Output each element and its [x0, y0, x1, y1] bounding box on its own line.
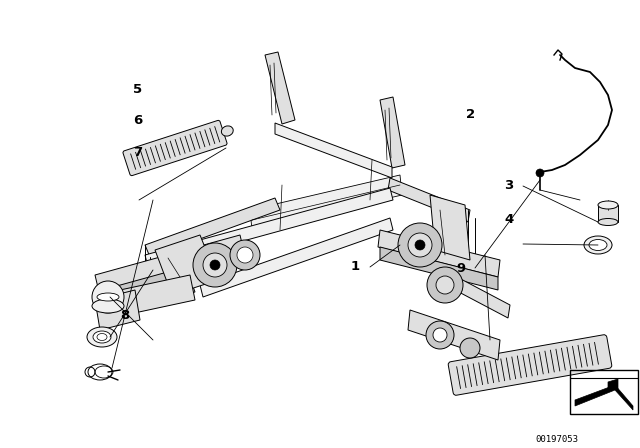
- Polygon shape: [598, 205, 618, 222]
- Ellipse shape: [97, 333, 107, 340]
- Ellipse shape: [92, 299, 124, 313]
- FancyBboxPatch shape: [448, 335, 612, 395]
- Circle shape: [193, 243, 237, 287]
- Circle shape: [415, 240, 425, 250]
- Polygon shape: [380, 247, 498, 290]
- Ellipse shape: [221, 126, 233, 136]
- Polygon shape: [95, 235, 244, 292]
- Circle shape: [203, 253, 227, 277]
- Polygon shape: [95, 278, 195, 316]
- Text: 6: 6: [133, 114, 142, 128]
- Polygon shape: [380, 97, 405, 168]
- Circle shape: [408, 233, 432, 257]
- Circle shape: [210, 260, 220, 270]
- Circle shape: [436, 276, 454, 294]
- Circle shape: [460, 338, 480, 358]
- Circle shape: [427, 267, 463, 303]
- Polygon shape: [608, 379, 618, 390]
- Ellipse shape: [589, 240, 607, 250]
- Text: 3: 3: [504, 179, 513, 193]
- Text: 5: 5: [133, 83, 142, 96]
- Polygon shape: [145, 198, 280, 257]
- FancyBboxPatch shape: [123, 121, 227, 176]
- Polygon shape: [275, 123, 392, 178]
- Polygon shape: [430, 195, 470, 260]
- Polygon shape: [575, 385, 633, 410]
- Circle shape: [536, 169, 544, 177]
- Polygon shape: [378, 230, 500, 277]
- Text: 1: 1: [351, 260, 360, 273]
- Polygon shape: [408, 310, 500, 360]
- Circle shape: [398, 223, 442, 267]
- Ellipse shape: [598, 201, 618, 209]
- Polygon shape: [95, 290, 140, 330]
- Text: 4: 4: [504, 213, 513, 226]
- Bar: [570, 370, 638, 414]
- Polygon shape: [250, 175, 402, 230]
- Polygon shape: [155, 235, 218, 295]
- Text: 8: 8: [120, 309, 129, 323]
- Circle shape: [92, 281, 124, 313]
- Ellipse shape: [598, 219, 618, 225]
- Ellipse shape: [584, 236, 612, 254]
- Polygon shape: [120, 275, 195, 315]
- Ellipse shape: [97, 293, 119, 301]
- Circle shape: [433, 328, 447, 342]
- Polygon shape: [200, 218, 393, 297]
- Ellipse shape: [87, 327, 117, 347]
- Circle shape: [230, 240, 260, 270]
- Polygon shape: [438, 268, 510, 318]
- Text: 2: 2: [466, 108, 475, 121]
- Polygon shape: [95, 252, 240, 302]
- Text: 7: 7: [133, 146, 142, 159]
- Polygon shape: [145, 188, 393, 267]
- Polygon shape: [388, 178, 470, 222]
- Circle shape: [426, 321, 454, 349]
- Circle shape: [237, 247, 253, 263]
- Text: 9: 9: [456, 262, 465, 276]
- Ellipse shape: [93, 331, 111, 343]
- Text: 00197053: 00197053: [535, 435, 579, 444]
- Polygon shape: [265, 52, 295, 124]
